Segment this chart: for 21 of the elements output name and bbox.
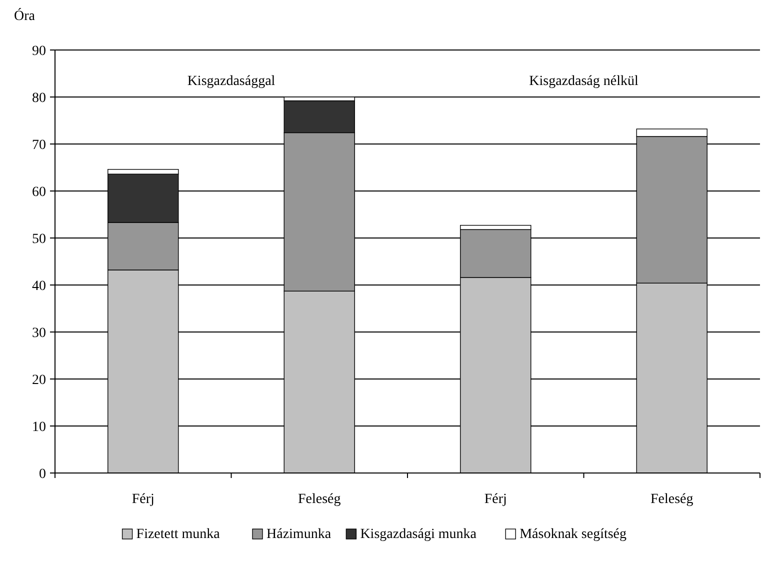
y-tick-label: 70 bbox=[32, 138, 46, 153]
legend-label: Házimunka bbox=[266, 527, 332, 542]
y-tick-label: 40 bbox=[32, 278, 46, 294]
y-tick-label: 60 bbox=[32, 184, 46, 200]
x-tick-label: Feleség bbox=[298, 492, 341, 507]
y-tick-label: 20 bbox=[32, 372, 46, 388]
x-tick-label: Férj bbox=[132, 492, 154, 507]
y-tick-label: 80 bbox=[32, 90, 46, 106]
y-tick-label: 0 bbox=[39, 466, 46, 482]
annotation: Kisgazdaság nélkül bbox=[529, 74, 638, 89]
x-tick-label: Feleség bbox=[650, 492, 694, 507]
x-tick-label: Férj bbox=[484, 492, 507, 507]
y-tick-label: 50 bbox=[32, 232, 46, 247]
legend-label: Kisgazdasági munka bbox=[360, 527, 478, 542]
legend-label: Másoknak segítség bbox=[520, 527, 627, 542]
legend-label: Fizetett munka bbox=[136, 527, 221, 542]
y-tick-label: 10 bbox=[32, 420, 46, 435]
annotation: Kisgazdasággal bbox=[187, 74, 276, 89]
y-axis-title: Óra bbox=[14, 7, 36, 24]
y-tick-label: 30 bbox=[32, 326, 46, 341]
y-tick-label: 90 bbox=[32, 44, 46, 59]
